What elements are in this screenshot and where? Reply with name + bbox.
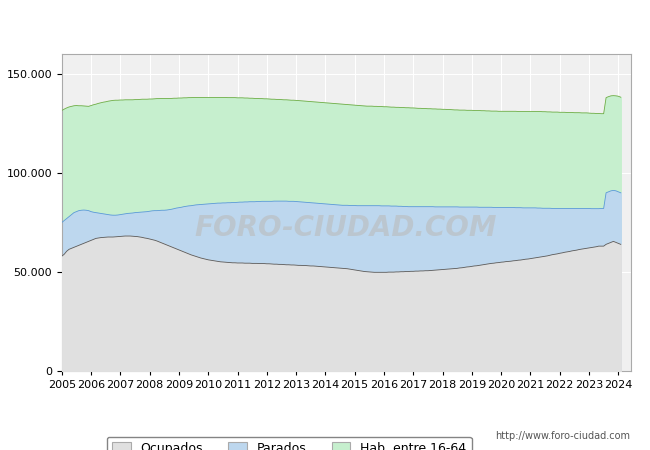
Text: Jerez de la Frontera - Evolucion de la poblacion en edad de Trabajar Mayo de 202: Jerez de la Frontera - Evolucion de la p… [23, 16, 627, 31]
Text: http://www.foro-ciudad.com: http://www.foro-ciudad.com [495, 431, 630, 441]
Text: FORO-CIUDAD.COM: FORO-CIUDAD.COM [195, 215, 497, 243]
Legend: Ocupados, Parados, Hab. entre 16-64: Ocupados, Parados, Hab. entre 16-64 [107, 436, 471, 450]
